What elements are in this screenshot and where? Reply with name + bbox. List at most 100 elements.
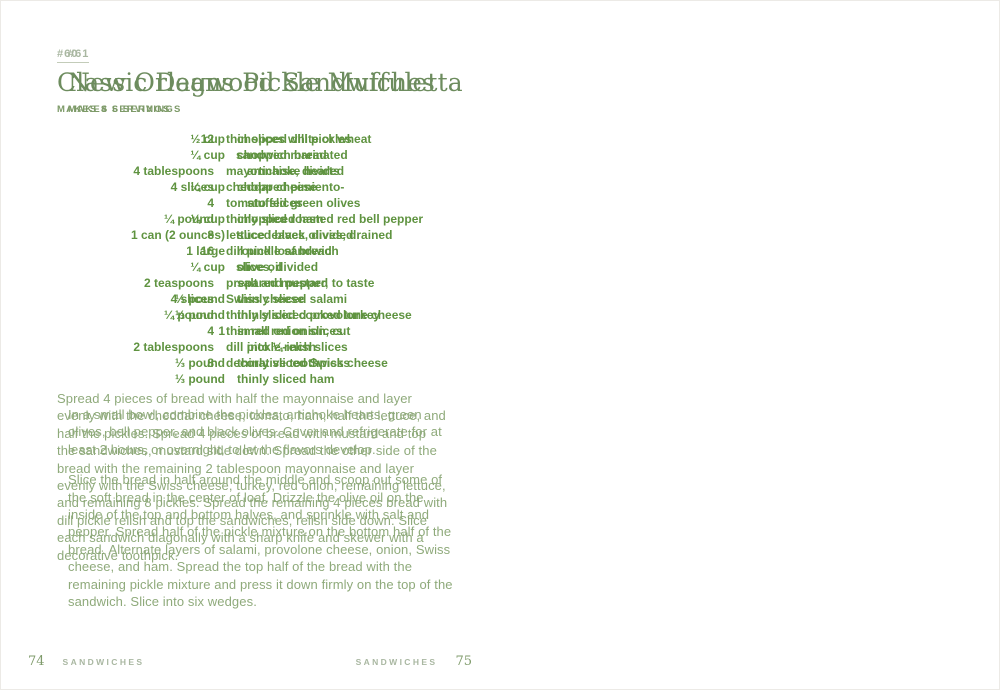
- ingredient-text-line: slices, divided: [236, 260, 319, 274]
- ingredient-quantity: 2 teaspoons: [143, 276, 214, 290]
- ingredient-quantity: ⅓ pound: [175, 292, 225, 306]
- ingredient-text-line: dill pickle relish: [226, 340, 317, 354]
- ingredient-quantity: ¼ cup: [190, 260, 225, 274]
- ingredient-quantity: ⅓ pound: [175, 356, 225, 370]
- ingredient-quantity: 8: [207, 228, 214, 242]
- ingredient-row: ¼ pound thinly sliced ham: [57, 211, 448, 227]
- ingredient-row: 1 small red onion, cut into ¼-inch slices: [68, 323, 458, 355]
- ingredient-row: 2 teaspoons prepared mustard: [57, 275, 448, 291]
- ingredient-row: salt and pepper, to taste: [68, 275, 458, 291]
- page-left: #60 Classic Dagwood Sandwiches MAKES 4 S…: [0, 48, 500, 669]
- ingredient-text-line: thin slices white or wheat: [226, 132, 372, 146]
- ingredient-text: salt and pepper, to taste: [237, 275, 374, 291]
- ingredient-quantity: 4 tablespoons: [133, 164, 214, 178]
- ingredient-row: ¼ cup chopped marinated artichoke hearts: [68, 147, 458, 179]
- ingredient-text: prepared mustard: [226, 275, 328, 291]
- ingredient-text: thinly sliced cooked turkey: [226, 307, 380, 323]
- section-label: SANDWICHES: [62, 657, 145, 667]
- ingredient-text-line: Swiss cheese: [226, 292, 305, 306]
- ingredient-row: 4 tablespoons mayonnaise, divided: [57, 163, 448, 179]
- ingredient-text: round loaf bread: [237, 243, 332, 259]
- page-number: 74: [28, 654, 45, 669]
- ingredient-quantity: ¼ cup: [190, 212, 225, 226]
- ingredient-text-line: round loaf bread: [237, 244, 332, 258]
- ingredient-text: thinly sliced ham: [237, 371, 334, 387]
- ingredient-row: 4 slices cheddar cheese: [57, 179, 448, 195]
- ingredient-row: 4 tomato slices: [57, 195, 448, 211]
- ingredient-row: 1 can (2 ounces) sliced black olives, dr…: [68, 227, 458, 243]
- ingredient-quantity: 16: [200, 244, 214, 258]
- ingredient-row: ¼ pound thinly sliced cooked turkey: [57, 307, 448, 323]
- page-number: 75: [455, 654, 472, 669]
- ingredient-text-line: small red onion, cut: [237, 324, 351, 338]
- ingredient-quantity: 2 tablespoons: [133, 340, 214, 354]
- ingredient-text-line: olive oil: [237, 260, 282, 274]
- ingredient-text: thinly sliced salami: [237, 291, 347, 307]
- ingredient-row: ½ cup chopped dill pickles: [68, 131, 458, 147]
- ingredient-row: ⅓ pound thinly sliced provolone cheese: [68, 307, 458, 323]
- ingredient-text-line: thinly sliced Swiss cheese: [237, 356, 388, 370]
- ingredient-row: 8 decorative toothpicks: [57, 355, 448, 371]
- ingredient-text-line: thinly sliced provolone cheese: [237, 308, 412, 322]
- ingredient-quantity: 12: [200, 132, 214, 146]
- ingredient-text: dill pickle relish: [226, 339, 316, 355]
- servings-label: MAKES 6 SERVINGS: [68, 104, 182, 115]
- ingredient-text-line: thin red onion slices: [226, 324, 343, 338]
- ingredient-text-line: salt and pepper, to taste: [237, 276, 375, 290]
- ingredient-quantity: 8: [207, 356, 214, 370]
- ingredient-text: thinly sliced ham: [226, 211, 323, 227]
- recipe-number: #60: [57, 48, 79, 63]
- ingredient-list: 12 thin slices white or wheat sandwich br…: [57, 131, 448, 371]
- ingredient-text: thin slices white or wheat sandwich bread: [226, 131, 371, 163]
- ingredient-text: thinly sliced Swiss cheese: [237, 355, 388, 371]
- ingredient-text: small red onion, cut into ¼-inch slices: [237, 323, 350, 355]
- ingredient-row: 4 thin red onion slices: [57, 323, 448, 339]
- ingredient-quantity: ¼ pound: [164, 308, 214, 322]
- section-label: SANDWICHES: [355, 657, 438, 667]
- ingredient-text-line: dill pickle sandwich: [226, 244, 339, 258]
- ingredient-quantity: 1 can (2 ounces): [130, 228, 225, 242]
- ingredient-quantity: 1: [218, 324, 225, 338]
- ingredient-text: sliced black olives, drained: [237, 227, 392, 243]
- ingredient-quantity: 4 slices: [170, 180, 214, 194]
- ingredient-text-line: chopped pimiento-: [237, 180, 345, 194]
- ingredient-row: ⅓ pound thinly sliced salami: [68, 291, 458, 307]
- ingredient-text-line: thinly sliced ham: [226, 212, 324, 226]
- ingredient-text: chopped marinated artichoke hearts: [237, 147, 348, 179]
- ingredient-quantity: ¼ cup: [190, 148, 225, 162]
- ingredient-quantity: 4 slices: [170, 292, 214, 306]
- ingredient-text: chopped pimiento-stuffed green olives: [237, 179, 360, 211]
- ingredient-quantity: ¼ cup: [190, 180, 225, 194]
- ingredient-text-line: cheddar cheese: [226, 180, 317, 194]
- ingredient-text-line: sliced black olives, drained: [237, 228, 393, 242]
- ingredient-quantity: ⅓ pound: [175, 308, 225, 322]
- ingredient-text-line: thinly sliced salami: [237, 292, 348, 306]
- recipe-number: #61: [68, 48, 90, 63]
- ingredient-text: mayonnaise, divided: [226, 163, 344, 179]
- ingredient-quantity: 4: [207, 324, 214, 338]
- ingredient-row: 4 slices Swiss cheese: [57, 291, 448, 307]
- ingredient-row: ¼ cup olive oil: [68, 259, 458, 275]
- ingredient-row: ⅓ pound thinly sliced Swiss cheese: [68, 355, 458, 371]
- ingredient-list: ½ cup chopped dill pickles ¼ cup chopped…: [68, 131, 458, 387]
- ingredient-text: Swiss cheese: [226, 291, 304, 307]
- footer-left: 74 SANDWICHES: [0, 654, 500, 669]
- ingredient-text: thinly sliced provolone cheese: [237, 307, 412, 323]
- instructions: In a small bowl, combine the pickles, ar…: [68, 406, 458, 610]
- ingredient-quantity: ¼ pound: [164, 212, 214, 226]
- recipe-title: New Orleans Pickle Muffuletta: [68, 68, 463, 97]
- ingredient-text-line: prepared mustard: [226, 276, 329, 290]
- ingredient-text-line: thinly sliced ham: [237, 372, 335, 386]
- ingredient-row: 12 thin slices white or wheat sandwich br…: [57, 131, 448, 163]
- servings-label: MAKES 4 SERVINGS: [57, 104, 171, 115]
- ingredient-quantity: ⅓ pound: [175, 372, 225, 386]
- instruction-paragraph: Slice the bread in half around the middl…: [68, 472, 453, 610]
- ingredient-row: 2 tablespoons dill pickle relish: [57, 339, 448, 355]
- ingredient-text: olive oil: [237, 259, 282, 275]
- ingredient-quantity: 1 large: [186, 244, 225, 258]
- ingredient-row: 16 dill pickle sandwich slices, divided: [57, 243, 448, 275]
- ingredient-text-line: lettuce leaves, divided: [226, 228, 354, 242]
- ingredient-text: chopped roasted red bell pepper: [237, 211, 423, 227]
- ingredient-text: decorative toothpicks: [226, 355, 350, 371]
- ingredient-text-line: decorative toothpicks: [226, 356, 351, 370]
